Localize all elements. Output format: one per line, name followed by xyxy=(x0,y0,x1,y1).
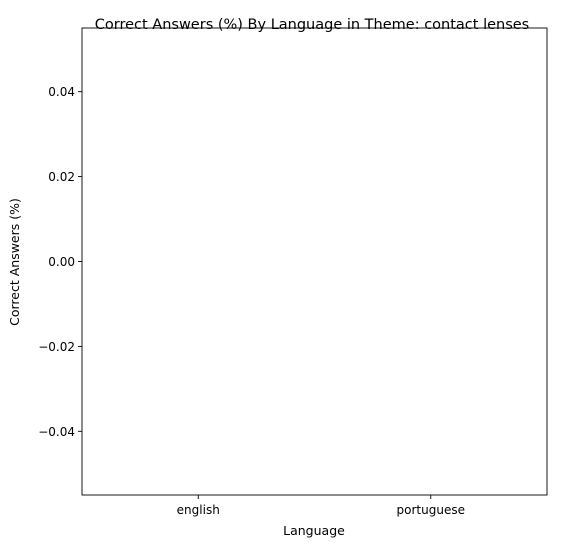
x-axis-ticks: english portuguese xyxy=(177,495,465,517)
y-axis-ticks: 0.04 0.02 0.00 −0.02 −0.04 xyxy=(38,85,82,439)
y-tick-label: 0.00 xyxy=(48,255,75,269)
y-tick-label: 0.04 xyxy=(48,85,75,99)
y-tick-label: 0.02 xyxy=(48,170,75,184)
y-tick-label: −0.02 xyxy=(38,340,75,354)
y-axis-label: Correct Answers (%) xyxy=(7,198,22,326)
x-axis-label: Language xyxy=(283,523,345,538)
y-tick-label: −0.04 xyxy=(38,425,75,439)
x-tick-label: portuguese xyxy=(397,503,465,517)
plot-area-frame xyxy=(81,27,548,496)
chart-title: Correct Answers (%) By Language in Theme… xyxy=(95,17,529,33)
x-tick-label: english xyxy=(177,503,220,517)
